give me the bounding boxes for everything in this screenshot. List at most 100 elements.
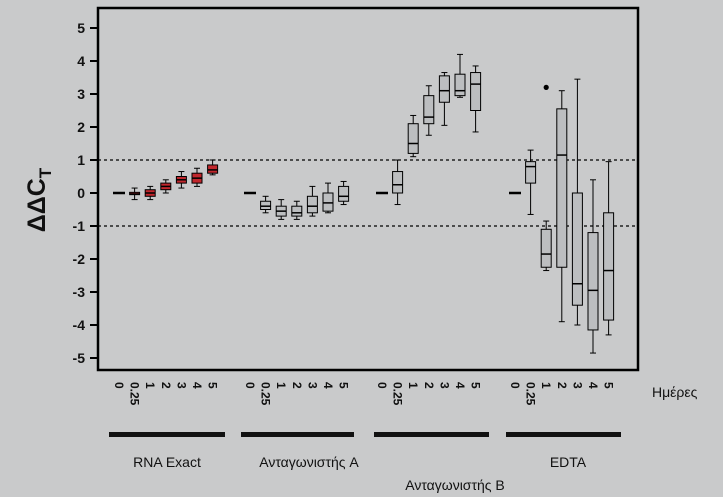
box-body xyxy=(571,192,583,306)
box-0-5 xyxy=(191,167,203,187)
box-3-4 xyxy=(571,78,583,326)
box-0-6 xyxy=(207,159,219,176)
box-body xyxy=(556,108,568,268)
y-tick-label: 1 xyxy=(77,152,85,168)
box-1-4 xyxy=(306,185,318,217)
x-tick-label: 0 xyxy=(243,382,257,389)
box-1-1 xyxy=(260,195,272,214)
x-tick-label: 3 xyxy=(174,382,188,389)
y-tick-label: 0 xyxy=(77,185,85,201)
x-tick-label: 4 xyxy=(190,382,204,389)
box-3-1 xyxy=(525,149,537,215)
box-body xyxy=(587,232,599,331)
x-tick-label: 4 xyxy=(321,382,335,389)
x-tick-label: 3 xyxy=(437,382,451,389)
x-tick-label: 4 xyxy=(453,382,467,389)
box-body xyxy=(438,75,450,103)
x-tick-label: 2 xyxy=(159,382,173,389)
box-3-6 xyxy=(603,161,615,336)
group-bar-3 xyxy=(506,432,621,437)
group-label-1: Ανταγωνιστής A xyxy=(259,454,359,470)
y-axis-title: ΔΔCT xyxy=(23,167,55,232)
x-tick-label: 4 xyxy=(586,382,600,389)
group-bar-2 xyxy=(374,432,489,437)
box-1-3 xyxy=(291,200,303,220)
x-tick-label: 0.25 xyxy=(128,382,142,406)
y-tick-label: -1 xyxy=(73,218,86,234)
x-tick-label: 1 xyxy=(539,382,553,389)
box-3-2 xyxy=(540,84,552,272)
x-tick-label: 2 xyxy=(290,382,304,389)
box-body xyxy=(423,95,435,125)
y-tick-label: 3 xyxy=(77,86,85,102)
x-tick-label: 0.25 xyxy=(391,382,405,406)
x-tick-label: 1 xyxy=(274,382,288,389)
box-body xyxy=(322,192,334,212)
group-label-0: RNA Exact xyxy=(133,454,201,470)
box-body xyxy=(540,228,552,268)
y-axis-title-main: ΔΔC xyxy=(23,178,51,232)
y-tick-label: -2 xyxy=(73,251,86,267)
x-tick-label: 2 xyxy=(555,382,569,389)
series-3 xyxy=(509,78,615,354)
box-body xyxy=(407,123,419,154)
x-tick-label: 5 xyxy=(206,382,220,389)
box-3-5 xyxy=(587,179,599,354)
x-tick-label: 5 xyxy=(602,382,616,389)
box-1-6 xyxy=(338,180,350,206)
box-1-2 xyxy=(275,199,287,220)
box-body xyxy=(392,171,404,194)
y-axis-title-subscript: T xyxy=(36,167,55,178)
group-bar-0 xyxy=(109,432,225,437)
box-2-5 xyxy=(454,53,466,98)
y-tick-label: 4 xyxy=(77,53,85,69)
box-body xyxy=(454,73,466,97)
x-tick-label: 0.25 xyxy=(524,382,538,406)
x-tick-label: 1 xyxy=(406,382,420,389)
box-0-4 xyxy=(175,171,187,189)
box-1-5 xyxy=(322,182,334,214)
x-tick-label: 2 xyxy=(422,382,436,389)
outlier-point xyxy=(543,84,549,90)
series-2 xyxy=(376,53,482,206)
box-2-6 xyxy=(470,65,482,133)
y-tick-label: -5 xyxy=(73,350,86,366)
series-1 xyxy=(244,180,350,220)
y-tick-label: -4 xyxy=(73,317,86,333)
plot-area xyxy=(96,6,640,372)
box-body xyxy=(338,185,350,202)
group-label-3: EDTA xyxy=(550,454,587,470)
box-2-1 xyxy=(392,159,404,206)
box-0-3 xyxy=(160,179,172,194)
x-tick-label: 3 xyxy=(305,382,319,389)
x-tick-label: 0 xyxy=(112,382,126,389)
box-body xyxy=(291,205,303,217)
x-tick-label: 5 xyxy=(469,382,483,389)
x-tick-label: 0 xyxy=(508,382,522,389)
box-2-2 xyxy=(407,114,419,158)
x-tick-label: 1 xyxy=(143,382,157,389)
x-tick-label: 5 xyxy=(337,382,351,389)
y-tick-label: -3 xyxy=(73,284,86,300)
y-tick-label: 5 xyxy=(77,20,85,36)
group-label-2: Ανταγωνιστής B xyxy=(405,477,504,493)
box-0-1 xyxy=(129,187,141,201)
y-tick-label: 2 xyxy=(77,119,85,135)
box-2-4 xyxy=(438,72,450,126)
box-body xyxy=(207,164,219,174)
x-tick-label: 0.25 xyxy=(259,382,273,406)
box-body xyxy=(470,72,482,112)
x-tick-label: 3 xyxy=(570,382,584,389)
group-bar-1 xyxy=(241,432,354,437)
box-0-2 xyxy=(144,185,156,201)
box-2-3 xyxy=(423,85,435,136)
box-body xyxy=(260,200,272,210)
x-tick-label: 0 xyxy=(375,382,389,389)
box-body xyxy=(525,161,537,184)
box-body xyxy=(306,195,318,214)
x-unit-label: Ημέρες xyxy=(652,384,698,400)
box-3-3 xyxy=(556,90,568,323)
box-body xyxy=(603,212,615,321)
series-0 xyxy=(113,159,219,201)
